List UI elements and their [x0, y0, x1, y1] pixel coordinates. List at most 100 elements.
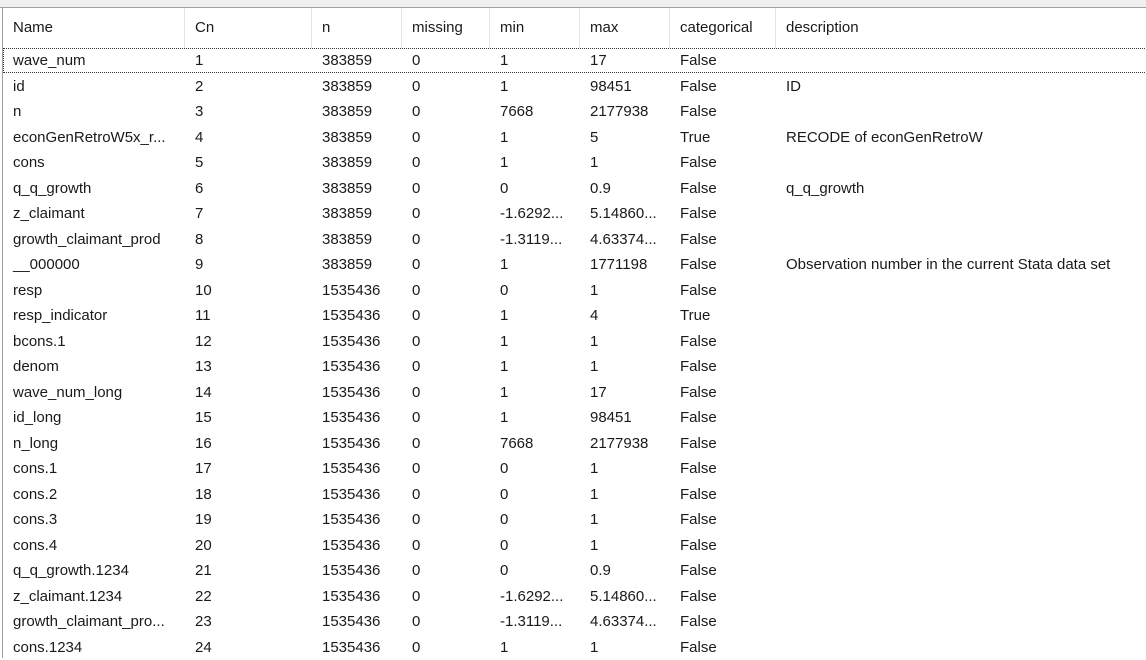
- table-row[interactable]: n_long 16 1535436 0 7668 2177938 False: [3, 431, 1146, 456]
- cell-missing: 0: [412, 409, 421, 426]
- cell-max: 1: [590, 536, 599, 554]
- cell-max: 4.63374...: [590, 230, 657, 248]
- cell-description: [776, 354, 786, 379]
- cell-n: 383859: [322, 77, 373, 95]
- cell-categorical: False: [680, 383, 717, 401]
- cell-name: wave_num: [13, 52, 86, 69]
- table-row[interactable]: growth_claimant_pro... 23 1535436 0 -1.3119.…: [3, 609, 1146, 634]
- table-row[interactable]: cons.1 17 1535436 0 0 1 False: [3, 456, 1146, 481]
- cell-cn: 5: [195, 154, 204, 171]
- column-header-max[interactable]: max: [580, 8, 670, 48]
- column-header-cn[interactable]: Cn: [185, 8, 312, 48]
- cell-description: [776, 99, 786, 124]
- cell-cn: 24: [195, 638, 212, 656]
- table-row[interactable]: cons.3 19 1535436 0 0 1 False: [3, 507, 1146, 532]
- cell-missing: 0: [412, 536, 421, 554]
- cell-name: resp: [13, 281, 43, 299]
- cell-max: 98451: [590, 409, 632, 426]
- table-row[interactable]: __000000 9 383859 0 1 1771198 False Observation…: [3, 252, 1146, 277]
- cell-missing: 0: [412, 613, 421, 630]
- cell-max: 1: [590, 332, 599, 350]
- cell-n: 1535436: [322, 409, 381, 426]
- cell-n: 383859: [322, 179, 373, 197]
- cell-missing: 0: [412, 154, 421, 171]
- cell-cn: 21: [195, 562, 212, 579]
- cell-min: 1: [500, 358, 509, 375]
- table-row[interactable]: z_claimant 7 383859 0 -1.6292... 5.14860... Fa…: [3, 201, 1146, 226]
- cell-min: 0: [500, 460, 509, 477]
- cell-n: 383859: [322, 52, 373, 69]
- cell-min: 7668: [500, 103, 534, 120]
- table-row[interactable]: econGenRetroW5x_r... 4 383859 0 1 5 True RECODE…: [3, 125, 1146, 150]
- cell-description: q_q_growth: [786, 179, 865, 197]
- table-row[interactable]: q_q_growth.1234 21 1535436 0 0 0.9 False: [3, 558, 1146, 583]
- cell-categorical: False: [680, 485, 717, 503]
- variables-list-view[interactable]: Name Cn n missing min max categorical descripti…: [2, 8, 1146, 658]
- cell-min: 1: [500, 128, 509, 146]
- cell-max: 0.9: [590, 562, 611, 579]
- cell-missing: 0: [412, 383, 421, 401]
- cell-cn: 8: [195, 230, 204, 248]
- table-row[interactable]: resp_indicator 11 1535436 0 1 4 True: [3, 303, 1146, 328]
- table-row[interactable]: denom 13 1535436 0 1 1 False: [3, 354, 1146, 379]
- cell-name: n: [13, 103, 22, 120]
- cell-categorical: True: [680, 307, 711, 324]
- cell-cn: 3: [195, 103, 204, 120]
- cell-missing: 0: [412, 332, 421, 350]
- table-row[interactable]: cons.2 18 1535436 0 0 1 False: [3, 482, 1146, 507]
- cell-description: [776, 507, 786, 532]
- cell-name: id_long: [13, 409, 62, 426]
- cell-missing: 0: [412, 307, 421, 324]
- cell-description: [776, 558, 786, 583]
- column-header-name[interactable]: Name: [3, 8, 185, 48]
- cell-n: 383859: [322, 230, 373, 248]
- cell-cn: 20: [195, 536, 212, 554]
- cell-cn: 19: [195, 511, 212, 528]
- table-row[interactable]: cons.1234 24 1535436 0 1 1 False: [3, 635, 1146, 660]
- cell-max: 5.14860...: [590, 587, 657, 605]
- column-header-missing[interactable]: missing: [402, 8, 490, 48]
- cell-max: 17: [590, 52, 607, 69]
- cell-name: cons: [13, 154, 45, 171]
- column-header-description[interactable]: description: [786, 19, 859, 36]
- column-header-min[interactable]: min: [490, 8, 580, 48]
- table-row[interactable]: bcons.1 12 1535436 0 1 1 False: [3, 329, 1146, 354]
- cell-missing: 0: [412, 103, 421, 120]
- cell-description: [776, 329, 786, 354]
- cell-max: 5.14860...: [590, 205, 657, 222]
- cell-missing: 0: [412, 511, 421, 528]
- table-row[interactable]: id_long 15 1535436 0 1 98451 False: [3, 405, 1146, 430]
- cell-name: cons.1234: [13, 638, 83, 656]
- column-header-n[interactable]: n: [312, 8, 402, 48]
- cell-cn: 18: [195, 485, 212, 503]
- table-row[interactable]: q_q_growth 6 383859 0 0 0.9 False q_q_growth: [3, 176, 1146, 201]
- table-row[interactable]: resp 10 1535436 0 0 1 False: [3, 278, 1146, 303]
- cell-n: 1535436: [322, 613, 381, 630]
- cell-categorical: False: [680, 230, 717, 248]
- table-row[interactable]: wave_num_long 14 1535436 0 1 17 False: [3, 380, 1146, 405]
- cell-categorical: True: [680, 128, 711, 146]
- cell-n: 1535436: [322, 485, 381, 503]
- cell-min: -1.3119...: [500, 613, 563, 630]
- table-row[interactable]: growth_claimant_prod 8 383859 0 -1.3119... 4.…: [3, 227, 1146, 252]
- column-header-categorical[interactable]: categorical: [670, 8, 776, 48]
- cell-name: cons.2: [13, 485, 58, 503]
- cell-categorical: False: [680, 409, 717, 426]
- cell-cn: 17: [195, 460, 212, 477]
- cell-max: 17: [590, 383, 607, 401]
- cell-min: 0: [500, 281, 509, 299]
- cell-missing: 0: [412, 77, 421, 95]
- table-row[interactable]: cons.4 20 1535436 0 0 1 False: [3, 533, 1146, 558]
- table-row[interactable]: wave_num 1 383859 0 1 17 False: [3, 48, 1146, 73]
- cell-categorical: False: [680, 332, 717, 350]
- cell-missing: 0: [412, 460, 421, 477]
- table-row[interactable]: z_claimant.1234 22 1535436 0 -1.6292... 5.148…: [3, 584, 1146, 609]
- table-row[interactable]: id 2 383859 0 1 98451 False ID: [3, 74, 1146, 99]
- cell-max: 1: [590, 358, 599, 375]
- cell-min: 0: [500, 511, 509, 528]
- cell-name: growth_claimant_prod: [13, 230, 161, 248]
- cell-n: 383859: [322, 256, 373, 273]
- cell-categorical: False: [680, 562, 717, 579]
- table-row[interactable]: n 3 383859 0 7668 2177938 False: [3, 99, 1146, 124]
- table-row[interactable]: cons 5 383859 0 1 1 False: [3, 150, 1146, 175]
